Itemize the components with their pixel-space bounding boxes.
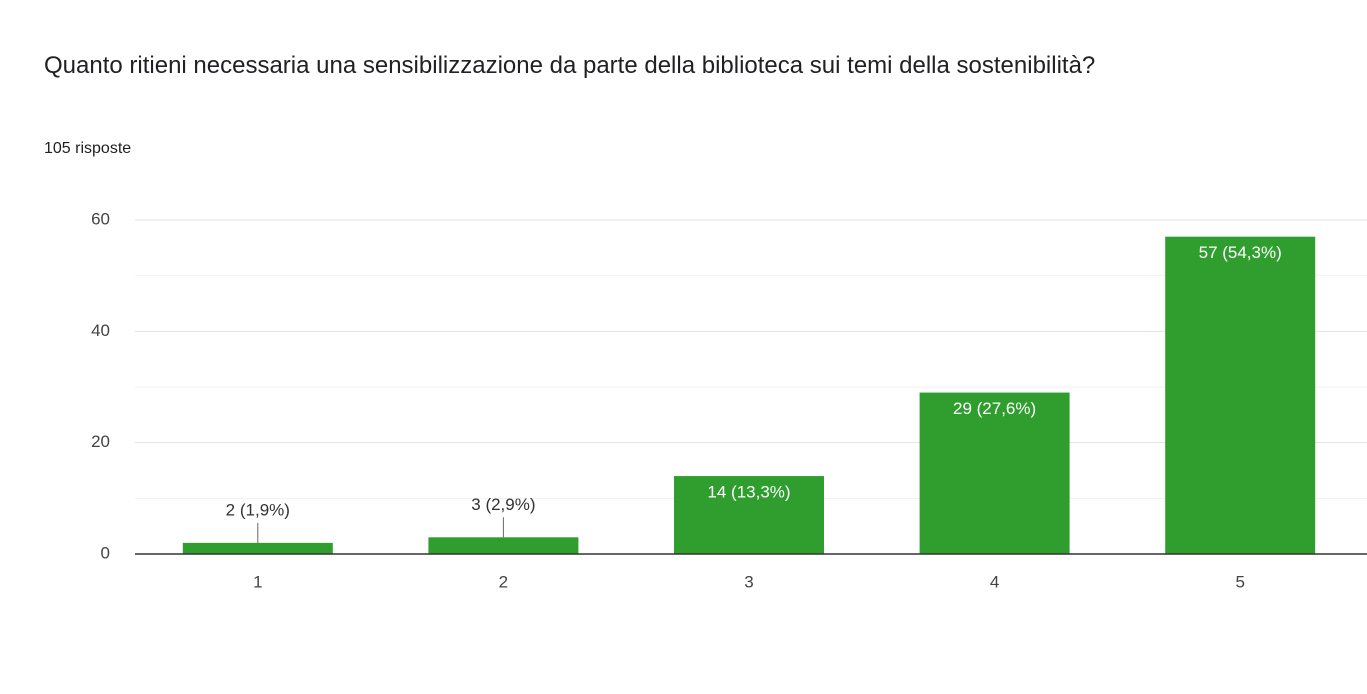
y-tick-label: 40 bbox=[91, 321, 110, 340]
data-label: 14 (13,3%) bbox=[707, 483, 790, 502]
data-label: 3 (2,9%) bbox=[471, 495, 535, 514]
data-label: 2 (1,9%) bbox=[226, 500, 290, 519]
x-tick-label: 1 bbox=[253, 572, 262, 591]
bar bbox=[919, 392, 1070, 554]
bar bbox=[1165, 236, 1316, 554]
x-tick-label: 5 bbox=[1235, 572, 1244, 591]
bar bbox=[674, 476, 824, 554]
x-tick-label: 2 bbox=[499, 572, 508, 591]
y-tick-label: 0 bbox=[101, 543, 110, 562]
x-tick-label: 3 bbox=[744, 572, 753, 591]
chart-title: Quanto ritieni necessaria una sensibiliz… bbox=[44, 52, 1096, 79]
data-label: 29 (27,6%) bbox=[953, 399, 1036, 418]
bar bbox=[182, 542, 333, 554]
data-label: 57 (54,3%) bbox=[1199, 243, 1282, 262]
y-tick-label: 60 bbox=[91, 209, 110, 228]
x-tick-label: 4 bbox=[990, 572, 999, 591]
y-tick-label: 20 bbox=[91, 432, 110, 451]
bar bbox=[428, 537, 579, 554]
chart-subtitle: 105 risposte bbox=[44, 140, 132, 157]
